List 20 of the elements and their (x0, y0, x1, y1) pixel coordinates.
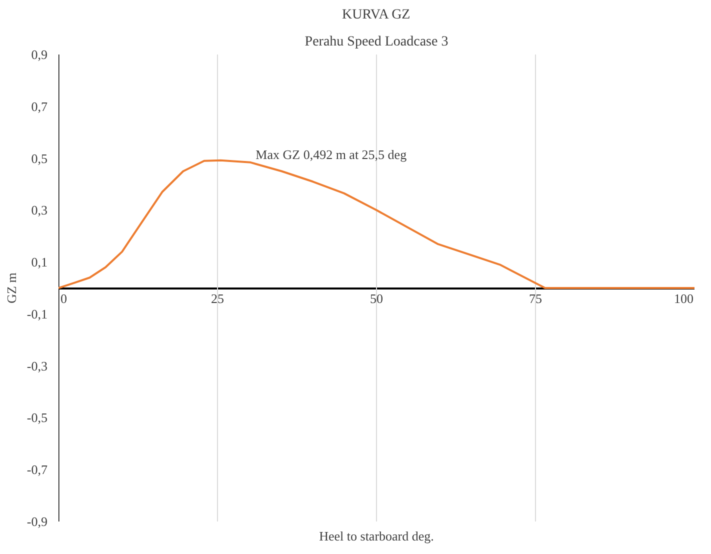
x-tick-label: 50 (370, 291, 383, 306)
x-tick-label: 75 (529, 291, 542, 306)
chart-subtitle: Perahu Speed Loadcase 3 (304, 34, 448, 50)
y-tick-label: 0,3 (31, 202, 48, 218)
y-tick-label: 0,1 (31, 254, 48, 270)
y-tick-label: -0,9 (26, 514, 48, 529)
y-tick-label: -0,3 (26, 358, 48, 374)
y-tick-label: 0,7 (31, 98, 48, 114)
x-tick-label: 0 (60, 291, 67, 306)
chart-title: KURVA GZ (342, 8, 410, 22)
y-tick-label: 0,9 (31, 47, 48, 62)
x-tick-label: 25 (211, 291, 224, 306)
annotation: Max GZ 0,492 m at 25,5 deg (256, 146, 408, 162)
y-tick-label: -0,1 (26, 306, 48, 322)
x-axis-title: Heel to starboard deg. (319, 528, 434, 544)
x-tick-label: 100 (674, 291, 694, 306)
y-tick-label: -0,5 (26, 410, 48, 426)
y-tick-label: -0,7 (26, 462, 48, 478)
y-tick-label: 0,5 (31, 150, 48, 166)
y-axis-title: GZ m (4, 272, 19, 304)
